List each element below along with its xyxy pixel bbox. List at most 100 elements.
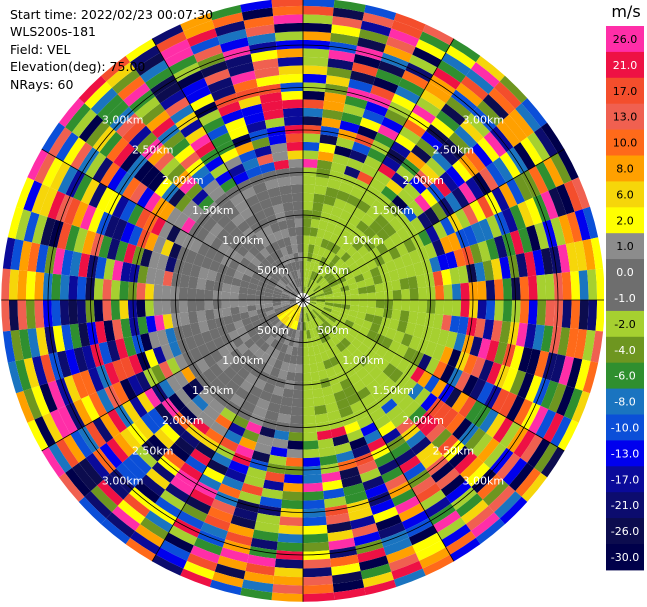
velocity-cell bbox=[358, 28, 389, 45]
velocity-cell bbox=[136, 351, 151, 372]
velocity-cell bbox=[68, 300, 79, 325]
velocity-cell bbox=[394, 85, 421, 105]
velocity-cell bbox=[174, 353, 189, 371]
velocity-cell bbox=[217, 28, 248, 45]
velocity-cell bbox=[285, 307, 293, 315]
velocity-cell bbox=[392, 300, 402, 311]
velocity-cell bbox=[135, 371, 152, 392]
velocity-cell bbox=[248, 458, 269, 472]
velocity-cell bbox=[248, 546, 277, 559]
colorbar-level-label: 0.0 bbox=[616, 266, 634, 279]
velocity-cell bbox=[383, 44, 413, 63]
velocity-cell bbox=[217, 325, 229, 337]
velocity-cell bbox=[390, 441, 411, 459]
velocity-cell bbox=[309, 261, 316, 271]
velocity-cell bbox=[326, 338, 336, 349]
velocity-cell bbox=[307, 295, 317, 299]
velocity-cell bbox=[42, 412, 64, 443]
velocity-cell bbox=[168, 54, 198, 75]
velocity-cell bbox=[289, 354, 298, 365]
velocity-cell bbox=[73, 174, 93, 202]
velocity-cell bbox=[582, 361, 599, 394]
velocity-cell bbox=[223, 155, 243, 171]
velocity-cell bbox=[357, 459, 378, 475]
velocity-cell bbox=[450, 38, 481, 63]
velocity-cell bbox=[346, 245, 358, 257]
velocity-cell bbox=[426, 397, 445, 418]
velocity-cell bbox=[287, 319, 295, 328]
velocity-cell bbox=[410, 144, 432, 164]
velocity-cell bbox=[399, 126, 421, 145]
velocity-cell bbox=[166, 225, 181, 243]
velocity-cell bbox=[255, 300, 265, 305]
velocity-cell bbox=[550, 354, 566, 383]
velocity-cell bbox=[391, 20, 423, 40]
velocity-cell bbox=[303, 107, 324, 118]
velocity-cell bbox=[330, 309, 341, 316]
velocity-cell bbox=[587, 269, 598, 300]
velocity-cell bbox=[375, 392, 392, 408]
velocity-cell bbox=[103, 258, 116, 280]
velocity-cell bbox=[408, 335, 422, 351]
velocity-cell bbox=[268, 454, 287, 466]
velocity-cell bbox=[303, 431, 318, 442]
velocity-cell bbox=[231, 277, 242, 287]
velocity-cell bbox=[195, 227, 210, 243]
velocity-cell bbox=[153, 428, 175, 450]
velocity-cell bbox=[327, 529, 354, 542]
velocity-cell bbox=[307, 301, 316, 306]
velocity-cell bbox=[470, 62, 500, 88]
velocity-cell bbox=[556, 183, 575, 215]
velocity-cell bbox=[578, 300, 589, 330]
velocity-cell bbox=[243, 322, 255, 333]
velocity-cell bbox=[55, 194, 74, 223]
velocity-cell bbox=[324, 304, 333, 310]
velocity-cell bbox=[71, 201, 89, 228]
velocity-cell bbox=[120, 148, 142, 173]
velocity-cell bbox=[307, 252, 313, 262]
velocity-cell bbox=[121, 400, 141, 423]
velocity-cell bbox=[285, 317, 292, 327]
velocity-cell bbox=[160, 39, 191, 61]
velocity-cell bbox=[195, 288, 205, 300]
velocity-cell bbox=[520, 402, 541, 431]
velocity-cell bbox=[430, 202, 448, 221]
velocity-cell bbox=[223, 365, 238, 380]
colorbar-box bbox=[606, 103, 644, 131]
velocity-cell bbox=[356, 386, 371, 401]
velocity-cell bbox=[70, 430, 93, 458]
velocity-cell bbox=[123, 243, 137, 264]
velocity-cell bbox=[485, 279, 496, 300]
velocity-cell bbox=[150, 364, 167, 384]
velocity-cell bbox=[49, 161, 71, 191]
velocity-cell bbox=[256, 285, 266, 292]
velocity-cell bbox=[243, 571, 275, 585]
velocity-cell bbox=[380, 207, 396, 223]
velocity-cell bbox=[330, 335, 341, 346]
velocity-cell bbox=[382, 349, 396, 363]
velocity-cell bbox=[329, 326, 339, 336]
velocity-cell bbox=[424, 207, 440, 226]
velocity-cell bbox=[558, 214, 575, 245]
velocity-cell bbox=[323, 100, 345, 113]
velocity-cell bbox=[434, 285, 445, 300]
velocity-cell bbox=[401, 377, 418, 395]
velocity-cell bbox=[166, 357, 181, 375]
velocity-cell bbox=[378, 522, 406, 540]
velocity-cell bbox=[303, 158, 318, 169]
velocity-cell bbox=[283, 326, 291, 336]
velocity-cell bbox=[106, 137, 129, 163]
velocity-cell bbox=[180, 118, 203, 138]
velocity-cell bbox=[211, 132, 232, 149]
velocity-cell bbox=[99, 162, 121, 187]
velocity-cell bbox=[445, 531, 476, 555]
velocity-cell bbox=[140, 103, 166, 126]
velocity-cell bbox=[417, 353, 432, 371]
velocity-cell bbox=[73, 347, 88, 373]
velocity-cell bbox=[176, 338, 190, 354]
velocity-cell bbox=[191, 188, 209, 206]
velocity-cell bbox=[303, 541, 330, 552]
velocity-cell bbox=[135, 524, 165, 548]
velocity-cell bbox=[217, 371, 232, 386]
